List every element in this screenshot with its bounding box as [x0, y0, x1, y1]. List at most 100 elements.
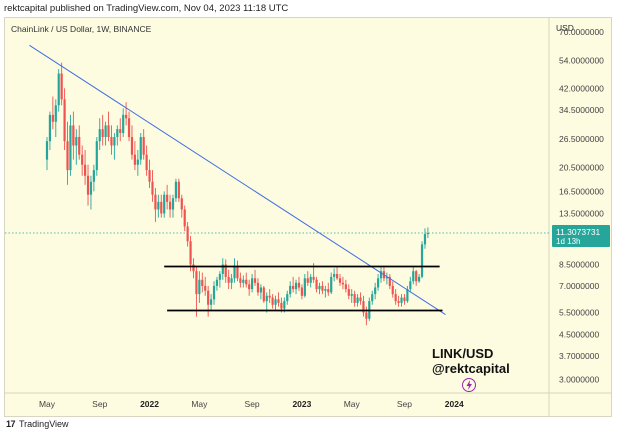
candle-body	[265, 295, 268, 302]
candle-body	[75, 137, 78, 146]
price-tick-label: 3.0000000	[559, 374, 599, 384]
candle-body	[215, 279, 219, 286]
candle-body	[201, 279, 204, 286]
candle	[300, 284, 304, 300]
candle-body	[376, 278, 380, 288]
price-tick-label: 42.0000000	[559, 83, 604, 93]
candle-body	[186, 226, 189, 242]
candle-body	[306, 278, 309, 283]
candle-body	[245, 279, 248, 285]
candle-body	[356, 297, 359, 303]
candle	[204, 276, 207, 296]
chart-panel[interactable]: ChainLink / US Dollar, 1W, BINANCE USD 7…	[4, 17, 612, 417]
candle-body	[60, 73, 63, 100]
candle	[136, 150, 139, 176]
candle	[78, 125, 81, 160]
candle	[174, 178, 178, 202]
candle-body	[268, 295, 271, 298]
candle-body	[168, 201, 172, 210]
watermark-pair: LINK/USD	[432, 346, 493, 361]
candle	[57, 69, 60, 112]
candle	[215, 276, 219, 291]
candle-body	[183, 209, 186, 227]
candle	[418, 273, 421, 283]
candle-body	[69, 125, 72, 171]
candle	[362, 295, 365, 317]
candle-body	[166, 194, 169, 202]
candle	[54, 99, 57, 138]
candle-body	[344, 284, 347, 290]
candle	[125, 102, 128, 126]
candle-body	[280, 302, 283, 309]
candle-body	[256, 282, 260, 293]
candle	[72, 111, 75, 160]
candle-body	[359, 297, 362, 302]
candle	[394, 289, 397, 305]
candle-body	[409, 281, 412, 290]
candle-body	[397, 301, 400, 303]
candle-body	[248, 284, 251, 290]
candle-body	[230, 278, 233, 283]
candle	[242, 275, 245, 288]
candle	[75, 129, 78, 165]
candle-body	[66, 141, 69, 171]
candle-body	[133, 154, 136, 165]
candle-body	[283, 301, 286, 309]
candle-body	[385, 276, 388, 279]
price-tick-label: 8.5000000	[559, 260, 599, 270]
candle-body	[63, 99, 66, 142]
candle-body	[327, 289, 330, 293]
candle	[376, 273, 380, 291]
candles	[45, 62, 429, 326]
publish-info: rektcapital published on TradingView.com…	[4, 3, 289, 14]
candle	[230, 273, 233, 290]
candle-body	[218, 273, 221, 280]
candle-body	[338, 278, 342, 283]
price-tick-label: 13.5000000	[559, 208, 604, 218]
candle	[379, 267, 383, 283]
candle	[365, 306, 368, 326]
candle	[148, 159, 151, 189]
candle-body	[233, 265, 236, 279]
candle	[309, 273, 312, 288]
candle	[321, 281, 324, 295]
candle-body	[148, 170, 151, 182]
candle-body	[239, 278, 242, 283]
time-tick-label: May	[344, 399, 361, 409]
candle	[171, 194, 175, 218]
candle-body	[116, 129, 119, 138]
candle	[341, 276, 345, 290]
candle	[145, 145, 148, 176]
time-tick-label: May	[191, 399, 208, 409]
candle	[110, 125, 113, 155]
candle-body	[242, 279, 245, 283]
candle-body	[321, 285, 324, 291]
candle-body	[127, 118, 131, 138]
candle	[119, 118, 122, 142]
candle	[133, 141, 136, 171]
price-chart[interactable]: ChainLink / US Dollar, 1W, BINANCE USD 7…	[5, 18, 611, 416]
candle	[89, 175, 93, 210]
descending-trendline[interactable]	[29, 44, 446, 315]
candle	[412, 267, 415, 285]
time-tick-label: May	[39, 399, 56, 409]
candle-body	[113, 137, 116, 146]
candle-body	[253, 278, 257, 283]
candle-body	[289, 285, 292, 295]
candle-body	[251, 278, 254, 290]
candle	[426, 227, 429, 239]
candle-body	[174, 181, 178, 199]
candle-body	[45, 141, 49, 160]
candle	[177, 178, 180, 202]
candle-body	[125, 114, 128, 119]
last-price-badge: 11.3073731 1d 13h	[552, 225, 610, 248]
candle	[297, 276, 301, 291]
candle-body	[122, 114, 125, 134]
candle	[86, 164, 90, 206]
candle	[259, 284, 262, 300]
candle	[400, 294, 403, 307]
candle	[245, 272, 248, 288]
candle-body	[335, 273, 339, 279]
candle	[81, 145, 84, 176]
candle-body	[142, 137, 145, 155]
